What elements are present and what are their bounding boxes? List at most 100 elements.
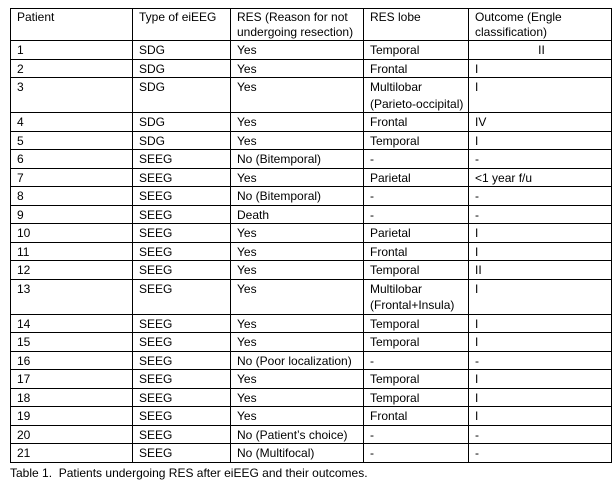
cell-res: Yes — [230, 167, 364, 187]
cell-res: Yes — [230, 77, 364, 113]
cell-patient: 8 — [10, 186, 133, 206]
cell-outcome: IV — [468, 112, 612, 132]
cell-eieeg-type: SDG — [132, 77, 231, 113]
table-row: 3 SDG Yes Multilobar (Parieto-occipital)… — [10, 77, 612, 113]
cell-res: Yes — [230, 223, 364, 243]
cell-res-lobe: Multilobar (Parieto-occipital) — [363, 77, 469, 113]
cell-res-lobe: - — [363, 149, 469, 169]
cell-eieeg-type: SEEG — [132, 241, 231, 261]
cell-outcome: - — [468, 443, 612, 463]
cell-outcome: I — [468, 369, 612, 389]
cell-outcome: <1 year f/u — [468, 167, 612, 187]
cell-outcome: - — [468, 204, 612, 224]
cell-res: Yes — [230, 406, 364, 426]
cell-eieeg-type: SEEG — [132, 167, 231, 187]
cell-patient: 5 — [10, 130, 133, 150]
table-row: 21 SEEG No (Multifocal) - - — [10, 443, 612, 463]
table-row: 1 SDG Yes Temporal II — [10, 40, 612, 60]
cell-eieeg-type: SDG — [132, 40, 231, 60]
cell-eieeg-type: SEEG — [132, 387, 231, 407]
table-row: 4 SDG Yes Frontal IV — [10, 112, 612, 132]
table-row: 17 SEEG Yes Temporal I — [10, 369, 612, 389]
cell-outcome: I — [468, 406, 612, 426]
cell-outcome: - — [468, 186, 612, 206]
patients-table: Patient Type of eiEEG RES (Reason for no… — [10, 8, 612, 463]
cell-outcome: I — [468, 332, 612, 352]
col-header-res-reason: RES (Reason for not undergoing resection… — [230, 8, 364, 41]
table-row: 10 SEEG Yes Parietal I — [10, 223, 612, 243]
cell-res-lobe: Frontal — [363, 58, 469, 78]
cell-outcome: I — [468, 77, 612, 113]
cell-eieeg-type: SEEG — [132, 332, 231, 352]
col-header-eieeg-type: Type of eiEEG — [132, 8, 231, 41]
cell-patient: 16 — [10, 350, 133, 370]
cell-eieeg-type: SEEG — [132, 369, 231, 389]
cell-res: No (Multifocal) — [230, 443, 364, 463]
cell-eieeg-type: SEEG — [132, 313, 231, 333]
cell-patient: 20 — [10, 424, 133, 444]
cell-res: Yes — [230, 313, 364, 333]
table-row: 18 SEEG Yes Temporal I — [10, 387, 612, 407]
cell-res-lobe: Parietal — [363, 167, 469, 187]
cell-patient: 19 — [10, 406, 133, 426]
cell-outcome: I — [468, 58, 612, 78]
cell-res-lobe: - — [363, 424, 469, 444]
cell-patient: 17 — [10, 369, 133, 389]
cell-res-lobe: Temporal — [363, 387, 469, 407]
cell-eieeg-type: SDG — [132, 58, 231, 78]
cell-res-lobe: Parietal — [363, 223, 469, 243]
cell-res: No (Bitemporal) — [230, 149, 364, 169]
cell-patient: 4 — [10, 112, 133, 132]
cell-eieeg-type: SEEG — [132, 149, 231, 169]
cell-outcome: I — [468, 387, 612, 407]
table-row: 13 SEEG Yes Multilobar (Frontal+Insula) … — [10, 278, 612, 315]
cell-res: No (Poor localization) — [230, 350, 364, 370]
table-row: 7 SEEG Yes Parietal <1 year f/u — [10, 167, 612, 187]
table-row: 2 SDG Yes Frontal I — [10, 58, 612, 78]
cell-outcome: II — [468, 40, 612, 60]
cell-res-lobe: Frontal — [363, 112, 469, 132]
cell-res: Yes — [230, 241, 364, 261]
cell-res-lobe: - — [363, 443, 469, 463]
table-row: 6 SEEG No (Bitemporal) - - — [10, 149, 612, 169]
cell-res: Yes — [230, 260, 364, 280]
cell-eieeg-type: SEEG — [132, 186, 231, 206]
cell-outcome: I — [468, 278, 612, 315]
document-page: Patient Type of eiEEG RES (Reason for no… — [10, 8, 612, 481]
table-row: 5 SDG Yes Temporal I — [10, 130, 612, 150]
table-row: 12 SEEG Yes Temporal II — [10, 260, 612, 280]
cell-patient: 1 — [10, 40, 133, 60]
cell-res: Yes — [230, 130, 364, 150]
cell-outcome: I — [468, 130, 612, 150]
cell-patient: 7 — [10, 167, 133, 187]
table-row: 16 SEEG No (Poor localization) - - — [10, 350, 612, 370]
cell-res-lobe: Temporal — [363, 313, 469, 333]
cell-res: Yes — [230, 332, 364, 352]
cell-res: Yes — [230, 58, 364, 78]
cell-patient: 15 — [10, 332, 133, 352]
cell-outcome: II — [468, 260, 612, 280]
cell-res-lobe: - — [363, 350, 469, 370]
cell-outcome: - — [468, 149, 612, 169]
cell-res-lobe: Temporal — [363, 130, 469, 150]
col-header-patient: Patient — [10, 8, 133, 41]
cell-outcome: I — [468, 313, 612, 333]
cell-res-lobe: Temporal — [363, 369, 469, 389]
cell-outcome: - — [468, 424, 612, 444]
table-row: 20 SEEG No (Patient’s choice) - - — [10, 424, 612, 444]
cell-eieeg-type: SDG — [132, 112, 231, 132]
header-row: Patient Type of eiEEG RES (Reason for no… — [10, 8, 612, 41]
table-caption: Table 1. Patients undergoing RES after e… — [10, 465, 368, 480]
cell-res-lobe: Frontal — [363, 241, 469, 261]
cell-eieeg-type: SEEG — [132, 424, 231, 444]
cell-patient: 13 — [10, 278, 133, 315]
cell-res: No (Bitemporal) — [230, 186, 364, 206]
cell-res: No (Patient’s choice) — [230, 424, 364, 444]
cell-res-lobe: Frontal — [363, 406, 469, 426]
cell-patient: 2 — [10, 58, 133, 78]
table-row: 14 SEEG Yes Temporal I — [10, 313, 612, 333]
cell-eieeg-type: SEEG — [132, 406, 231, 426]
table-row: 9 SEEG Death - - — [10, 204, 612, 224]
table-row: 8 SEEG No (Bitemporal) - - — [10, 186, 612, 206]
cell-outcome: I — [468, 241, 612, 261]
